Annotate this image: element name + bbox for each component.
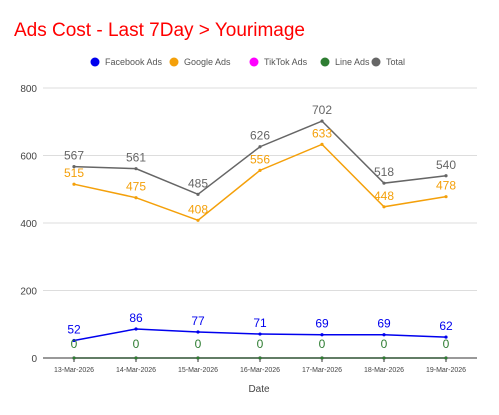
legend-label: TikTok Ads [264,57,308,67]
legend[interactable]: Facebook Ads Google Ads TikTok Ads Line Ads… [90,57,406,67]
x-tick-label: 17-Mar-2026 [302,367,342,374]
data-label: 77 [191,314,205,328]
x-tick-label: 15-Mar-2026 [178,367,218,374]
data-point [72,338,76,343]
x-tick-label: 19-Mar-2026 [426,367,466,374]
data-label: 71 [253,316,267,330]
data-point [72,165,76,169]
data-label: 0 [195,337,202,351]
y-tick-label: 200 [20,287,37,298]
data-point [196,192,200,196]
legend-label: Total [386,57,405,67]
data-point [72,356,76,360]
legend-marker [249,57,259,67]
data-point [382,333,386,337]
data-point [196,218,200,222]
data-label: 0 [319,337,326,351]
legend-item-google-ads[interactable]: Google Ads [169,57,232,67]
data-point [444,356,448,360]
data-label: 515 [64,166,84,180]
data-point [382,205,386,209]
data-label: 556 [250,152,270,166]
data-point [196,330,200,334]
x-tick-label: 18-Mar-2026 [364,367,404,374]
legend-label: Google Ads [184,57,231,67]
legend-item-facebook-ads[interactable]: Facebook Ads [90,57,163,67]
data-point [258,332,262,336]
data-point [72,182,76,186]
y-tick-label: 800 [20,84,37,95]
data-point [134,167,138,171]
data-label: 561 [126,151,146,165]
data-label: 52 [67,322,81,336]
data-label: 518 [374,165,394,179]
data-point [320,119,324,123]
data-label: 69 [315,317,329,331]
data-label: 626 [250,129,270,143]
data-label: 567 [64,149,84,163]
data-label: 86 [129,311,143,325]
series-layer [72,119,448,360]
data-point [134,356,138,360]
legend-marker [371,57,381,67]
x-tick-label: 13-Mar-2026 [54,367,94,374]
data-point [382,356,386,360]
data-label: 478 [436,179,456,193]
y-tick-label: 400 [20,219,37,230]
data-point [258,356,262,360]
legend-label: Facebook Ads [105,57,163,67]
y-tick-label: 0 [31,354,37,365]
data-label: 408 [188,202,208,216]
data-point [382,181,386,185]
y-axis-ticks: 0 200 400 600 800 [20,84,37,365]
data-label: 0 [381,337,388,351]
data-label: 633 [312,126,332,140]
data-label: 702 [312,103,332,117]
data-point [320,356,324,360]
data-labels: 52 86 77 71 69 69 62 515 475 408 556 633 448 478 0 0 0 0 0… [64,103,456,351]
data-label: 0 [71,337,78,351]
data-point [134,327,138,331]
legend-marker [90,57,100,67]
data-label: 62 [439,319,453,333]
data-point [258,145,262,149]
data-point [320,142,324,146]
data-point [196,356,200,360]
data-point [444,335,448,339]
x-axis-ticks: 13-Mar-2026 14-Mar-2026 15-Mar-2026 16-Mar-… [54,358,466,374]
legend-item-total[interactable]: Total [371,57,406,67]
legend-item-tiktok-ads[interactable]: TikTok Ads [249,57,308,67]
x-tick-label: 16-Mar-2026 [240,367,280,374]
data-label: 0 [257,337,264,351]
data-point [258,168,262,172]
x-tick-label: 14-Mar-2026 [116,367,156,374]
data-point [320,333,324,337]
data-label: 69 [377,317,391,331]
legend-marker [320,57,330,67]
data-label: 485 [188,176,208,190]
data-label: 448 [374,189,394,203]
data-point [444,174,448,178]
x-axis-label: Date [248,384,270,395]
chart-title: Ads Cost - Last 7Day > Yourimage [14,20,305,41]
y-tick-label: 600 [20,152,37,163]
data-label: 0 [443,337,450,351]
legend-marker [169,57,179,67]
data-label: 540 [436,158,456,172]
legend-item-line-ads[interactable]: Line Ads [320,57,371,67]
data-point [444,195,448,199]
data-label: 0 [133,337,140,351]
data-label: 475 [126,180,146,194]
legend-label: Line Ads [335,57,370,67]
data-point [134,196,138,200]
